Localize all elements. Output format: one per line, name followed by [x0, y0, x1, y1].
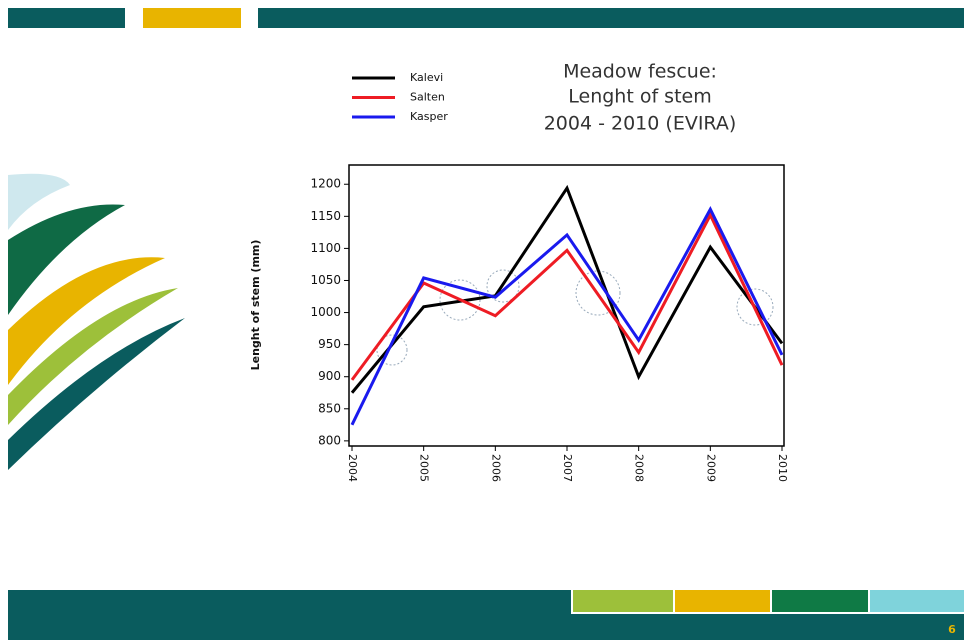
bottom-strip — [870, 590, 964, 612]
x-tick-label: 2005 — [418, 454, 431, 482]
legend-label: Kasper — [410, 110, 448, 123]
top-bar — [8, 8, 125, 28]
chart-title: Lenght of stem — [568, 86, 711, 108]
top-bar — [258, 8, 964, 28]
x-tick-label: 2004 — [346, 454, 359, 482]
x-tick-label: 2009 — [704, 454, 717, 482]
bottom-strip — [772, 590, 868, 612]
x-tick-label: 2010 — [776, 454, 789, 482]
page-number: 6 — [948, 623, 956, 636]
bottom-strip — [573, 590, 673, 612]
y-tick-label: 1050 — [310, 273, 341, 287]
x-tick-label: 2006 — [489, 454, 502, 482]
y-tick-label: 1100 — [310, 241, 341, 255]
top-bar — [143, 8, 241, 28]
y-tick-label: 1200 — [310, 177, 341, 191]
highlight-circles — [376, 269, 774, 366]
data-line — [350, 206, 784, 426]
legend-label: Salten — [410, 91, 445, 104]
chart-title: Meadow fescue: — [563, 61, 717, 83]
data-line — [350, 184, 784, 394]
swoosh — [8, 173, 70, 230]
y-tick-label: 1000 — [310, 305, 341, 319]
data-line — [350, 211, 784, 381]
chart-title: 2004 - 2010 (EVIRA) — [544, 113, 737, 135]
x-tick-label: 2008 — [633, 454, 646, 482]
legend-label: Kalevi — [410, 71, 443, 84]
y-tick-label: 850 — [318, 401, 341, 415]
y-tick-label: 900 — [318, 369, 341, 383]
y-axis-label: Lenght of stem (mm) — [249, 240, 262, 371]
y-tick-label: 950 — [318, 337, 341, 351]
swoosh — [8, 204, 125, 315]
swoosh — [8, 257, 165, 385]
bottom-strip — [675, 590, 770, 612]
x-tick-label: 2007 — [561, 454, 574, 482]
plot-frame — [348, 164, 785, 447]
y-tick-label: 800 — [318, 433, 341, 447]
y-tick-label: 1150 — [310, 209, 341, 223]
